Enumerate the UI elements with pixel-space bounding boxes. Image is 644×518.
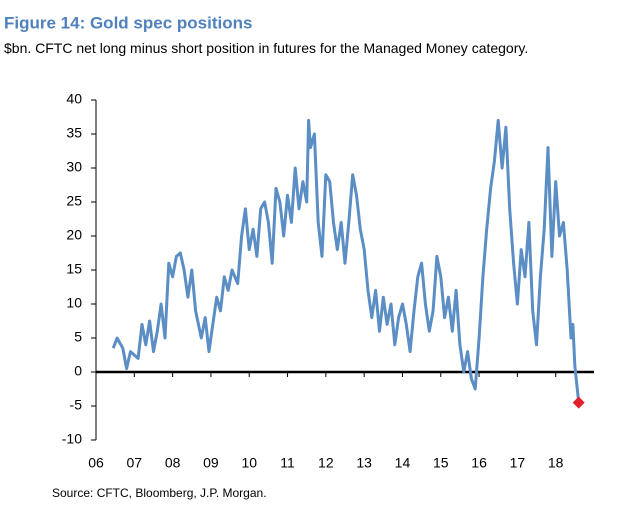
x-tick-label: 16 (471, 455, 487, 471)
y-tick-label: 30 (66, 159, 82, 175)
y-tick-label: -10 (62, 431, 82, 447)
y-tick-label: 20 (66, 227, 82, 243)
chart-title: Figure 14: Gold spec positions (4, 13, 252, 32)
x-tick-label: 06 (88, 455, 104, 471)
x-tick-label: 11 (280, 455, 295, 471)
y-tick-label: 10 (66, 295, 82, 311)
data-line (111, 118, 581, 403)
x-tick-label: 14 (395, 455, 411, 471)
x-tick-label: 09 (203, 455, 219, 471)
y-tick-label: 25 (66, 193, 82, 209)
x-tick-label: 10 (241, 455, 257, 471)
source-note: Source: CFTC, Bloomberg, J.P. Morgan. (52, 486, 267, 500)
x-tick-label: 08 (165, 455, 181, 471)
y-tick-label: -5 (70, 397, 83, 413)
x-tick-label: 12 (318, 455, 334, 471)
x-tick-label: 13 (356, 455, 372, 471)
y-tick-label: 0 (74, 363, 82, 379)
x-tick-label: 17 (510, 455, 526, 471)
chart-subtitle: $bn. CFTC net long minus short position … (4, 40, 529, 56)
last-point-marker (572, 396, 585, 409)
y-tick-label: 35 (66, 125, 82, 141)
y-tick-label: 40 (66, 91, 82, 107)
subtitle-box: $bn. CFTC net long minus short position … (4, 40, 529, 56)
x-tick-label: 15 (433, 455, 449, 471)
x-tick-label: 18 (548, 455, 564, 471)
y-tick-label: 5 (74, 329, 82, 345)
y-tick-label: 15 (66, 261, 82, 277)
x-tick-label: 07 (127, 455, 143, 471)
